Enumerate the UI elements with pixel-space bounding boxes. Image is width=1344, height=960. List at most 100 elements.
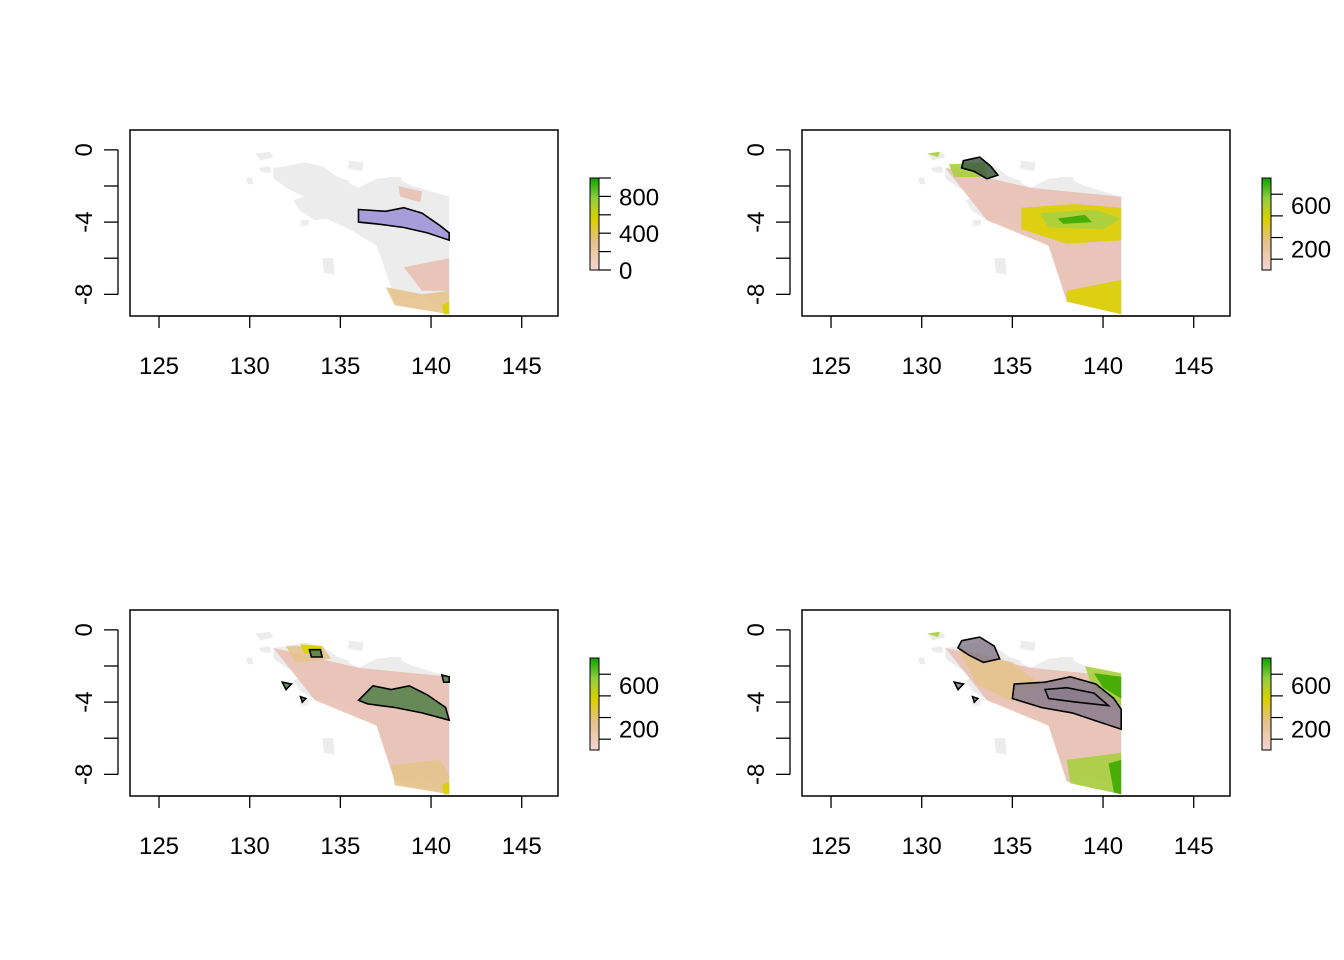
panel-1: 125 130 135 140 145 0 -4 -8 800 400 0	[71, 129, 659, 380]
panel-3-range-polygons	[280, 648, 451, 722]
raster-patch	[273, 647, 450, 795]
island-raster	[255, 151, 274, 161]
island-raster	[258, 166, 272, 174]
x-tick-label: 140	[1083, 353, 1123, 380]
y-tick-label: 0	[71, 143, 98, 156]
range-polygon	[952, 681, 966, 691]
range-polygon	[308, 648, 324, 658]
range-polygon	[280, 681, 294, 691]
panel-4-x-axis: 125 130 135 140 145	[811, 795, 1214, 860]
panel-2-legend-colorbar: 600 200	[1261, 177, 1331, 271]
raster-patch	[1066, 752, 1122, 795]
raster-patch	[927, 151, 940, 158]
range-polygon	[1011, 675, 1123, 731]
raster-patch	[441, 781, 450, 795]
island-raster	[246, 177, 254, 185]
island-raster	[994, 738, 1007, 755]
legend-tick-label: 600	[619, 673, 659, 700]
x-tick-label: 145	[502, 833, 542, 860]
island-raster	[322, 738, 335, 755]
island-raster	[1059, 177, 1074, 183]
x-tick-label: 135	[992, 353, 1032, 380]
island-raster	[322, 258, 335, 275]
panel-3-y-axis: 0 -4 -8	[71, 623, 119, 785]
range-polygon	[299, 695, 308, 704]
island-raster	[347, 640, 364, 652]
panel-4: 125 130 135 140 145 0 -4 -8 600 200	[743, 609, 1331, 860]
range-polygon	[971, 695, 980, 704]
x-tick-label: 125	[811, 833, 851, 860]
island-raster	[918, 177, 926, 185]
x-tick-label: 125	[811, 353, 851, 380]
panel-1-legend-colorbar: 800 400 0	[589, 177, 659, 285]
legend-tick-label: 400	[619, 221, 659, 248]
island-raster	[387, 657, 402, 663]
x-tick-label: 135	[992, 833, 1032, 860]
x-tick-label: 130	[230, 833, 270, 860]
legend-gradient	[1261, 657, 1272, 751]
y-tick-label: 0	[71, 623, 98, 636]
island-raster	[246, 657, 254, 665]
legend-tick-label: 800	[619, 184, 659, 211]
range-polygon	[1043, 686, 1111, 707]
y-tick-label: -8	[743, 284, 770, 305]
island-raster	[387, 177, 402, 183]
island-raster	[347, 160, 364, 172]
island-raster	[918, 657, 926, 665]
raster-patch	[927, 631, 940, 638]
y-tick-label: -4	[71, 691, 98, 712]
panel-4-legend-colorbar: 600 200	[1261, 657, 1331, 751]
island-raster	[994, 258, 1007, 275]
y-tick-label: -4	[743, 691, 770, 712]
island-raster	[258, 646, 272, 654]
panel-3: 125 130 135 140 145 0 -4 -8 600 200	[71, 609, 659, 860]
x-tick-label: 140	[411, 353, 451, 380]
panel-2-range-polygons	[960, 156, 1000, 180]
y-tick-label: 0	[743, 623, 770, 636]
y-tick-label: 0	[743, 143, 770, 156]
x-tick-label: 135	[320, 353, 360, 380]
legend-gradient	[589, 177, 600, 271]
range-polygon	[357, 206, 451, 242]
y-tick-label: -8	[71, 764, 98, 785]
range-polygon	[440, 673, 451, 683]
legend-tick-label: 200	[619, 716, 659, 743]
panel-4-range-polygons	[952, 636, 1123, 731]
island-raster	[930, 166, 944, 174]
legend-gradient	[589, 657, 600, 751]
island-raster	[930, 646, 944, 654]
island-raster	[972, 220, 982, 226]
panel-2-x-axis: 125 130 135 140 145	[811, 315, 1214, 380]
raster-patch	[385, 287, 450, 315]
x-tick-label: 145	[1174, 833, 1214, 860]
raster-patch	[398, 186, 422, 203]
x-tick-label: 125	[139, 353, 179, 380]
legend-tick-label: 0	[619, 258, 632, 285]
range-polygon	[357, 684, 451, 722]
island-raster	[1059, 657, 1074, 663]
raster-patch	[1066, 279, 1122, 315]
x-tick-label: 130	[902, 353, 942, 380]
island-raster	[1019, 640, 1036, 652]
legend-tick-label: 600	[1291, 673, 1331, 700]
island-raster	[255, 631, 274, 641]
legend-gradient	[1261, 177, 1272, 271]
island-raster	[300, 220, 310, 226]
legend-tick-label: 600	[1291, 193, 1331, 220]
x-tick-label: 135	[320, 833, 360, 860]
island-raster	[1019, 160, 1036, 172]
x-tick-label: 145	[502, 353, 542, 380]
legend-tick-label: 200	[1291, 716, 1331, 743]
panel-1-raster-map	[246, 151, 450, 315]
panel-3-x-axis: 125 130 135 140 145	[139, 795, 542, 860]
y-tick-label: -4	[743, 211, 770, 232]
panel-3-legend-colorbar: 600 200	[589, 657, 659, 751]
x-tick-label: 140	[1083, 833, 1123, 860]
legend-tick-label: 200	[1291, 236, 1331, 263]
x-tick-label: 125	[139, 833, 179, 860]
panel-3-raster-map	[246, 631, 450, 795]
island-raster	[336, 177, 350, 186]
raster-patch	[391, 759, 450, 795]
x-tick-label: 140	[411, 833, 451, 860]
